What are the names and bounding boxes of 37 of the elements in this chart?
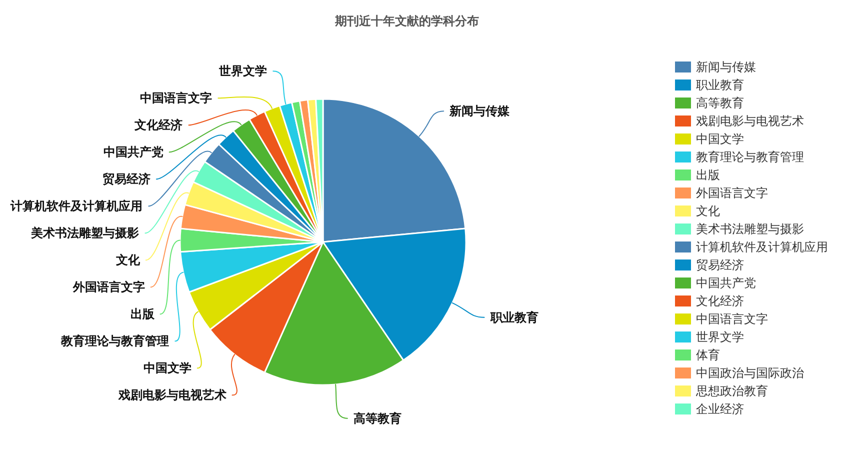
chart-title: 期刊近十年文献的学科分布 xyxy=(335,14,479,28)
legend-label: 贸易经济 xyxy=(696,258,744,272)
legend-label: 教育理论与教育管理 xyxy=(696,150,804,164)
slice-label: 世界文学 xyxy=(219,64,268,78)
slice-label: 新闻与传媒 xyxy=(450,104,510,118)
legend-label: 戏剧电影与电视艺术 xyxy=(696,114,804,128)
legend-label: 世界文学 xyxy=(696,330,744,344)
legend-label: 思想政治教育 xyxy=(696,384,768,398)
legend-label: 新闻与传媒 xyxy=(696,60,756,74)
legend-label: 高等教育 xyxy=(696,96,744,110)
slice-label: 文化经济 xyxy=(134,118,183,132)
slice-label: 职业教育 xyxy=(490,310,538,324)
slice-label: 外国语言文字 xyxy=(72,280,145,294)
slice-label: 文化 xyxy=(116,253,140,268)
slice-label: 戏剧电影与电视艺术 xyxy=(118,388,226,402)
legend-label: 文化 xyxy=(696,204,720,218)
legend-label: 中国文学 xyxy=(696,132,744,146)
slice-label: 中国文学 xyxy=(143,361,192,376)
legend-label: 文化经济 xyxy=(696,294,744,308)
legend-label: 中国语言文字 xyxy=(696,312,768,326)
legend-label: 中国政治与国际政治 xyxy=(696,366,804,380)
slice-label: 高等教育 xyxy=(353,411,402,426)
legend-label: 职业教育 xyxy=(696,78,744,92)
legend-label: 中国共产党 xyxy=(696,276,756,290)
slice-label: 出版 xyxy=(130,307,154,322)
slice-label: 教育理论与教育管理 xyxy=(61,334,170,348)
slice-label: 中国共产党 xyxy=(103,145,164,160)
slice-label: 计算机软件及计算机应用 xyxy=(10,199,143,214)
legend-label: 外国语言文字 xyxy=(696,186,768,200)
slice-label: 贸易经济 xyxy=(102,172,150,186)
slice-label: 美术书法雕塑与摄影 xyxy=(31,226,140,240)
slice-label: 中国语言文字 xyxy=(140,91,212,106)
legend-label: 美术书法雕塑与摄影 xyxy=(696,222,804,236)
legend-label: 企业经济 xyxy=(696,402,744,416)
legend-label: 出版 xyxy=(696,168,720,182)
legend-label: 计算机软件及计算机应用 xyxy=(696,240,828,254)
legend-label: 体育 xyxy=(696,348,720,362)
